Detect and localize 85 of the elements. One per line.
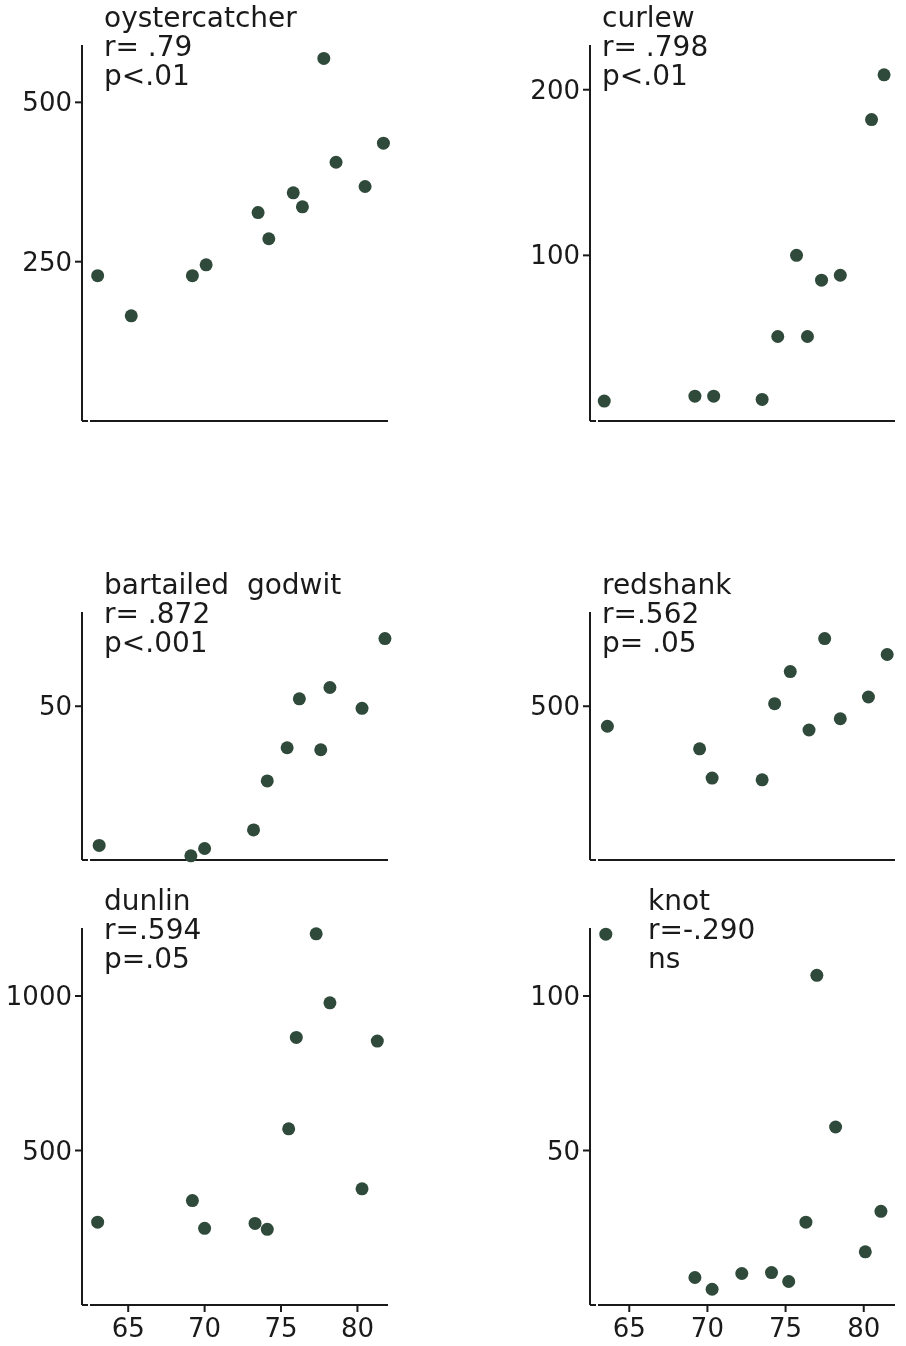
y-tick-label: 500: [22, 1135, 72, 1166]
point: [783, 665, 797, 679]
x-tick-label: 80: [847, 1313, 881, 1343]
point: [861, 690, 875, 704]
point: [260, 1222, 274, 1236]
point: [600, 719, 614, 733]
point: [688, 1271, 702, 1284]
point: [355, 701, 369, 715]
point: [707, 389, 721, 403]
point: [314, 743, 328, 757]
point: [833, 712, 847, 726]
point: [865, 113, 879, 127]
x-tick-label: 75: [769, 1313, 803, 1343]
point: [705, 1282, 719, 1296]
point: [833, 268, 847, 282]
y-tick-label: 200: [530, 74, 580, 105]
point: [185, 269, 199, 283]
point: [688, 389, 702, 403]
y-tick-label: 50: [546, 1135, 580, 1166]
point: [91, 1215, 105, 1229]
point: [800, 330, 814, 344]
point: [818, 632, 832, 646]
point: [597, 394, 611, 408]
chart-title: oystercatcher: [104, 1, 298, 34]
point: [378, 632, 392, 646]
x-tick-label: 70: [690, 1313, 724, 1343]
point: [124, 309, 138, 323]
y-tick-label: 100: [530, 240, 580, 271]
point: [185, 1194, 199, 1208]
point: [355, 1182, 369, 1196]
point: [370, 1034, 384, 1048]
point: [199, 258, 213, 272]
point: [880, 648, 894, 662]
point: [329, 155, 343, 169]
point: [802, 723, 816, 737]
point: [251, 206, 265, 220]
point: [599, 927, 613, 941]
point: [874, 1204, 888, 1218]
point: [289, 1030, 303, 1044]
point: [323, 681, 337, 695]
point: [309, 927, 323, 941]
point: [323, 996, 337, 1010]
point: [198, 1221, 212, 1235]
x-tick-label: 80: [340, 1313, 374, 1343]
point: [91, 269, 105, 283]
point: [755, 392, 769, 406]
point: [317, 51, 331, 65]
x-tick-label: 65: [612, 1313, 646, 1343]
y-tick-label: 1000: [5, 981, 72, 1012]
point: [765, 1266, 779, 1280]
point: [282, 1122, 296, 1136]
x-tick-label: 75: [264, 1313, 298, 1343]
point: [877, 68, 891, 82]
point: [292, 692, 306, 706]
point: [376, 136, 390, 150]
point: [693, 742, 707, 756]
point: [705, 771, 719, 785]
point: [815, 273, 829, 287]
point: [782, 1275, 796, 1289]
y-tick-label: 250: [22, 246, 72, 277]
point: [286, 186, 300, 200]
point: [810, 968, 824, 982]
y-tick-label: 500: [22, 87, 72, 118]
point: [735, 1266, 749, 1280]
x-tick-label: 65: [111, 1313, 145, 1343]
point: [262, 232, 276, 246]
annotation: p<.01: [104, 59, 190, 92]
point: [198, 841, 212, 855]
point: [280, 741, 294, 755]
point: [768, 697, 782, 711]
point: [260, 774, 274, 788]
point: [858, 1245, 872, 1259]
point: [790, 248, 804, 262]
point: [829, 1120, 843, 1134]
point: [755, 773, 769, 787]
point: [184, 849, 198, 863]
point: [247, 823, 261, 837]
y-tick-label: 100: [530, 981, 580, 1012]
point: [771, 330, 785, 344]
x-tick-label: 70: [188, 1313, 222, 1343]
point: [92, 838, 106, 852]
point: [295, 200, 309, 214]
point: [799, 1215, 813, 1229]
point: [358, 179, 372, 193]
point: [248, 1216, 262, 1230]
